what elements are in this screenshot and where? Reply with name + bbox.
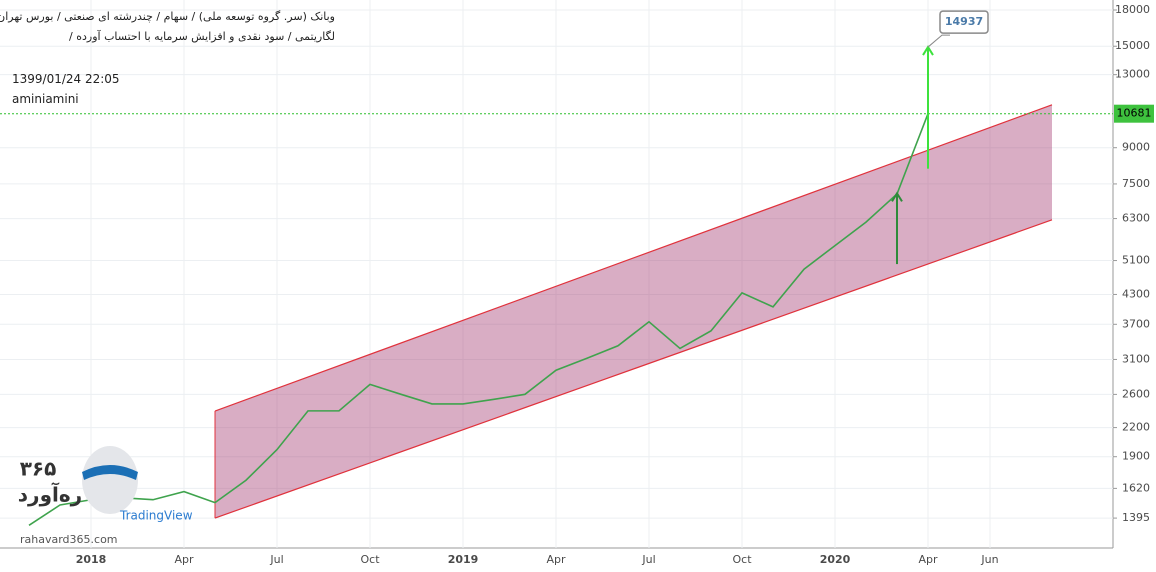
x-tick-label: Jul <box>269 553 283 566</box>
y-tick-label: 1620 <box>1122 481 1150 494</box>
x-tick-label: Oct <box>732 553 752 566</box>
y-tick-label: 13000 <box>1115 68 1150 81</box>
x-tick-label: Apr <box>918 553 938 566</box>
y-tick-label: 2200 <box>1122 421 1150 434</box>
x-tick-label: Jul <box>641 553 655 566</box>
plot: 14937 <box>0 10 1113 527</box>
x-tick-label: 2020 <box>820 553 851 566</box>
channel-area <box>215 104 1052 519</box>
x-tick-label: 2019 <box>448 553 479 566</box>
y-tick-label: 7500 <box>1122 177 1150 190</box>
y-tick-label: 15000 <box>1115 39 1150 52</box>
y-tick-label: 4300 <box>1122 287 1150 300</box>
logo-shape <box>82 446 138 514</box>
chart-subtitle: لگاریتمی / سود نقدی و افزایش سرمایه با ا… <box>69 30 335 43</box>
target-label: 14937 <box>945 15 983 28</box>
logo-number: ۳۶۵ <box>20 457 57 481</box>
x-tick-label: 2018 <box>76 553 107 566</box>
y-tick-label: 1395 <box>1122 511 1150 524</box>
y-tick-label: 1900 <box>1122 450 1150 463</box>
target-box <box>939 10 989 34</box>
y-tick-label: 6300 <box>1122 212 1150 225</box>
watermark: TradingView <box>119 509 193 523</box>
x-tick-label: Apr <box>546 553 566 566</box>
x-tick-label: Oct <box>360 553 380 566</box>
y-tick-label: 18000 <box>1115 3 1150 16</box>
channel-line <box>214 219 1053 519</box>
y-tick-label: 3100 <box>1122 352 1150 365</box>
arrow-head <box>891 191 903 202</box>
logo-url: rahavard365.com <box>20 533 118 546</box>
logo: ۳۶۵ ره‌آورد rahavard365.com TradingView <box>18 446 193 546</box>
x-tick-label: Apr <box>174 553 194 566</box>
x-tick-label: Jun <box>980 553 998 566</box>
last-price-box <box>1114 104 1154 123</box>
logo-shape <box>82 465 138 480</box>
y-tick-label: 3700 <box>1122 317 1150 330</box>
chart-title: وبانک (سر. گروه توسعه ملی) / سهام / چندر… <box>0 10 335 23</box>
timestamp: 1399/01/24 22:05 <box>12 72 120 86</box>
last-price-label: 10681 <box>1117 107 1152 120</box>
target-pointer <box>927 34 950 48</box>
grid <box>0 0 1113 548</box>
price-line <box>28 113 929 527</box>
y-tick-label: 5100 <box>1122 254 1150 267</box>
author: aminiamini <box>12 92 79 106</box>
y-tick-label: 9000 <box>1122 141 1150 154</box>
y-tick-label: 2600 <box>1122 387 1150 400</box>
logo-name: ره‌آورد <box>18 482 82 507</box>
